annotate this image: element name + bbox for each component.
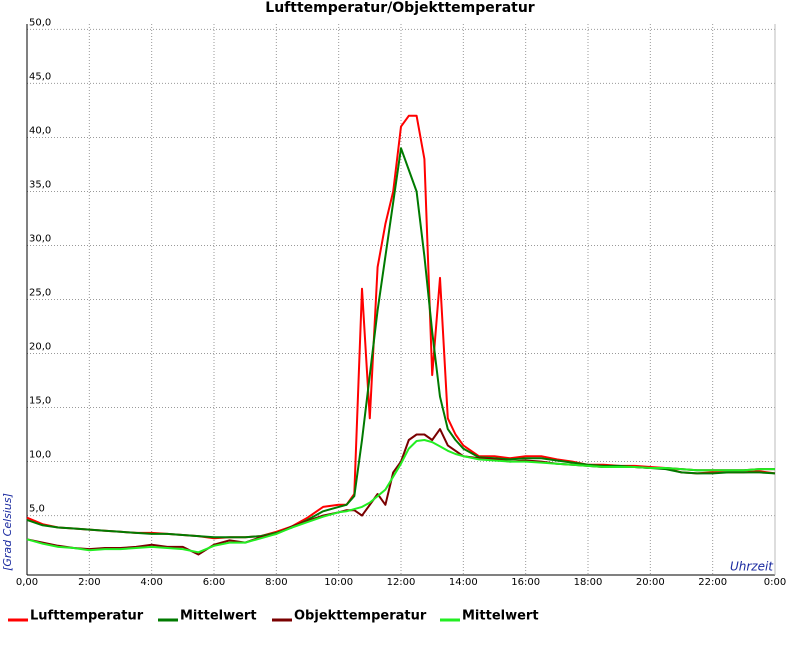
legend-label: Lufttemperatur [30,609,144,624]
x-tick-label: 22:00 [698,577,727,588]
y-tick-label: 15,0 [29,396,51,407]
x-tick-label: 12:00 [387,577,416,588]
y-tick-label: 35,0 [29,179,51,190]
y-tick-label: 50,0 [29,17,51,28]
legend-label: Mittelwert [180,609,257,624]
x-tick-label: 0,00 [16,577,38,588]
x-tick-label: 4:00 [140,577,162,588]
y-tick-label: 5,0 [29,504,45,515]
x-tick-label: 8:00 [265,577,287,588]
x-tick-label: 6:00 [203,577,225,588]
y-tick-label: 20,0 [29,342,51,353]
chart-title: Lufttemperatur/Objekttemperatur [265,0,535,16]
x-tick-label: 2:00 [78,577,100,588]
y-tick-label: 10,0 [29,450,51,461]
y-tick-label: 25,0 [29,288,51,299]
y-axis-label: [Grad Celsius] [1,493,14,571]
y-tick-label: 40,0 [29,125,51,136]
x-axis-label: Uhrzeit [730,560,774,574]
x-tick-label: 14:00 [449,577,478,588]
y-tick-label: 45,0 [29,71,51,82]
y-tick-label: 30,0 [29,233,51,244]
x-tick-label: 16:00 [511,577,540,588]
x-tick-label: 0:00 [764,577,786,588]
x-tick-label: 18:00 [574,577,603,588]
legend-label: Objekttemperatur [294,609,427,624]
legend-label: Mittelwert [462,609,539,624]
series-line [26,439,775,554]
x-tick-label: 10:00 [324,577,353,588]
x-tick-label: 20:00 [636,577,665,588]
